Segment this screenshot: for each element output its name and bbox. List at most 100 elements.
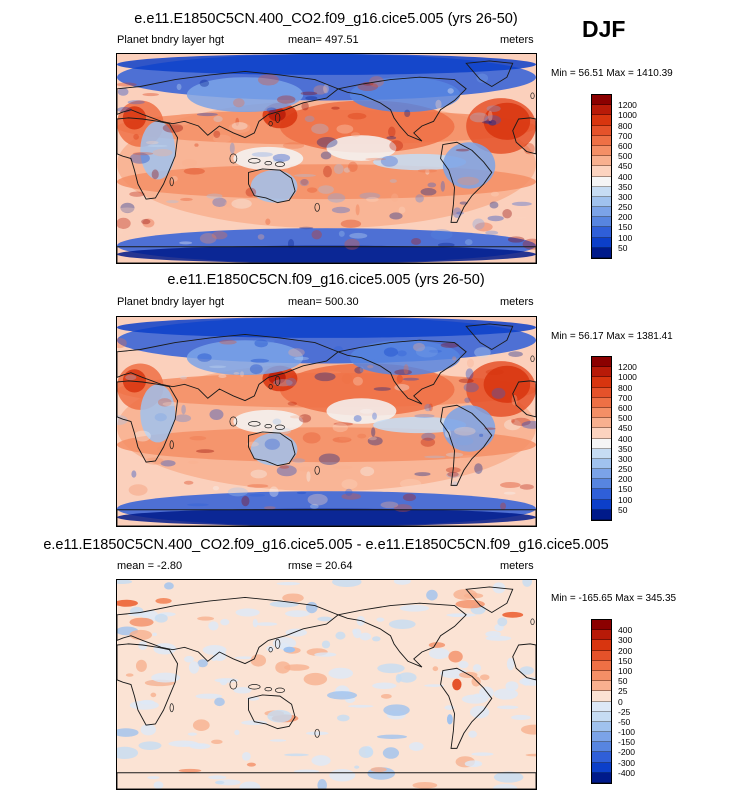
colorbar-box [592,407,611,419]
colorbar-box [592,196,611,208]
field-speckle [298,414,312,423]
field-speckle [233,98,245,108]
field-speckle [213,650,227,662]
colorbar-tick-label: 300 [618,191,633,202]
field-speckle [497,705,519,710]
coastline [512,117,536,155]
field-speckle [117,207,139,213]
field-speckle [359,192,381,200]
field-speckle [412,781,438,789]
island-coastline [248,158,261,164]
field-speckle [131,470,137,478]
island-coastline [169,177,174,187]
field-speckle [489,201,499,209]
island-coastline [530,355,535,363]
field-speckle [235,608,260,617]
colorbar-box [592,479,611,490]
field-region [373,153,467,171]
field-speckle [170,175,178,182]
season-label: DJF [582,16,626,42]
field-speckle [269,600,299,608]
field-speckle [404,109,411,118]
coastline [440,667,493,749]
panel-1-title: e.e11.E1850C5CN.400_CO2.f09_g16.cice5.00… [134,11,518,27]
colorbar-tick-label: 0 [618,696,623,707]
field-region [250,170,298,203]
colorbar-box [592,367,611,378]
field-speckle [463,382,479,393]
field-speckle [188,661,200,674]
field-speckle [302,432,321,444]
field-speckle [208,775,227,780]
field-speckle [288,348,305,357]
field-speckle [252,618,258,628]
field-speckle [250,654,267,667]
field-speckle [117,580,133,584]
colorbar-box [592,207,611,218]
field-region [122,369,147,393]
field-speckle [117,87,129,96]
field-speckle [129,617,154,627]
field-speckle [510,419,515,423]
field-speckle [359,408,374,414]
field-speckle [471,676,481,687]
panel-2-minmax: Min = 56.17 Max = 1381.41 [551,331,673,342]
colorbar-tick-label: 450 [618,423,633,434]
field-speckle [181,159,198,167]
coastline [440,141,493,223]
field-speckle [257,74,279,86]
field-speckle [154,613,168,623]
field-speckle [490,191,499,197]
coastline [336,339,467,405]
colorbar-box [592,176,611,187]
colorbar-box [592,247,611,258]
field-speckle [279,465,290,469]
field-speckle [269,739,287,742]
field-speckle [336,124,354,134]
field-speckle [454,426,476,436]
field-speckle [273,379,293,387]
field-speckle [231,198,252,209]
island-coastline [314,728,320,738]
field-speckle [277,95,296,104]
coastline [117,333,340,402]
field-speckle [251,152,273,157]
field-speckle [313,85,328,95]
field-anomaly [117,599,138,607]
field-speckle [479,674,490,681]
field-speckle [398,206,406,214]
colorbar-box [592,428,611,439]
island-coastline [169,440,174,450]
field-speckle [359,632,372,641]
colorbar-tick-label: -200 [618,747,636,758]
field-speckle [341,493,362,500]
colorbar-tick-label: -150 [618,737,636,748]
field-speckle [491,387,506,399]
colorbar-box [592,752,611,763]
field-speckle [272,153,291,162]
field-speckle [318,185,334,194]
panel-2-colorbar: 1200 1000 800 700 600 500 450 400 350 300 250 200 15… [591,356,637,521]
field-speckle [117,217,131,229]
field-speckle [376,617,385,622]
field-speckle [331,106,340,110]
field-speckle [470,705,490,719]
field-speckle [452,481,458,487]
field-speckle [458,660,469,669]
colorbar-box [592,458,611,470]
field-speckle [282,593,304,603]
colorbar-box [592,227,611,238]
field-speckle [164,582,174,590]
field-speckle [214,780,225,785]
field-speckle [147,144,168,148]
field-speckle [307,493,328,506]
colorbar-tick-label: 150 [618,222,633,233]
field-speckle [522,678,530,686]
field-speckle [197,353,212,362]
field-speckle [162,401,178,407]
field-speckle [487,215,504,222]
field-region [279,363,455,416]
field-anomaly [452,678,462,691]
field-speckle [303,672,328,686]
colorbar-tick-label: 800 [618,120,633,131]
